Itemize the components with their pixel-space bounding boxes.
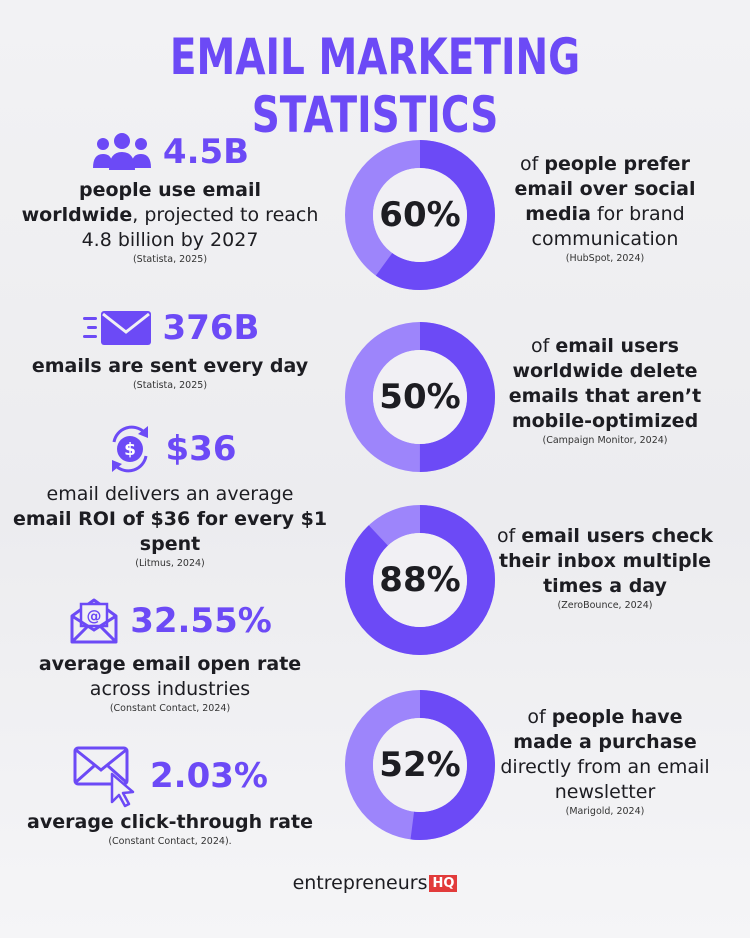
donut-hole [373,718,467,812]
stat-text: emails are sent every day [10,354,330,379]
stat-lead: of [520,153,539,175]
donut-ring [345,322,495,472]
stat-source: (ZeroBounce, 2024) [557,600,653,611]
stat-bold: people prefer email over social media [514,153,696,225]
stat-open-rate: @ 32.55% average email open rate across … [10,596,330,714]
fast-mail-icon [82,311,151,345]
stat-rest: for brand communication [531,203,685,250]
stat-bold: average click-through rate [27,811,313,833]
donut-percent-label: 60% [379,195,461,235]
stat-value: 2.03% [150,756,268,796]
stat-bold: people have made a purchase [513,706,697,753]
stat-lead: email delivers an average [46,483,294,505]
dollar-cycle-icon: $ [111,425,148,473]
stat-source: (HubSpot, 2024) [565,253,645,264]
stat-text: average click-through rate [10,810,330,835]
donut-chart: 88% [345,505,495,655]
stat-bold: email users check their inbox multiple t… [499,525,714,597]
stat-rest: across industries [89,678,251,700]
stat-bold: emails are sent every day [31,355,309,377]
stat-value: 32.55% [130,601,272,641]
stat-source: (Marigold, 2024) [565,806,645,817]
donut-percent-label: 50% [379,377,461,417]
stat-source: (Litmus, 2024) [135,558,205,569]
svg-text:$: $ [124,440,136,460]
stat-emails-sent: 376B emails are sent every day (Statista… [10,308,330,391]
email-click-icon [73,746,135,808]
donut-chart: 52% [345,690,495,840]
stat-roi: $ $36 email delivers an average email RO… [10,420,330,569]
stat-lead: of [531,335,550,357]
stat-ctr: 2.03% average click-through rate (Consta… [10,744,330,847]
logo-badge: HQ [429,875,458,892]
stat-text: of email users check their inbox multipl… [495,524,715,599]
stat-source: (Constant Contact, 2024). [108,836,232,847]
donut-hole [373,168,467,262]
stat-value: 4.5B [162,132,250,172]
page-title: EMAIL MARKETING STATISTICS [169,28,581,144]
donut-hole [373,533,467,627]
stat-text: email delivers an average email ROI of $… [10,482,330,557]
stat-purchase: of people have made a purchase directly … [495,705,715,817]
stat-source: (Campaign Monitor, 2024) [542,435,668,446]
stat-bold: people use email [78,179,262,201]
stat-source: (Statista, 2025) [132,380,208,391]
donut-ring [345,140,495,290]
stat-bold: worldwide [21,204,133,226]
donut-ring [345,505,495,655]
stat-check-inbox: of email users check their inbox multipl… [495,524,715,611]
stat-text: of email users worldwide delete emails t… [495,334,715,434]
stat-bold: email ROI of $36 for every $1 spent [12,508,328,555]
donut-chart: 60% [345,140,495,290]
donut-value-segment [345,505,495,655]
donut-hole [373,350,467,444]
stat-lead: of [496,525,516,547]
brand-logo: entrepreneurs HQ [0,872,750,894]
stat-rest: directly from an email newsletter [500,756,710,803]
stat-bold: average email open rate [38,653,302,675]
donut-percent-label: 88% [379,560,461,600]
donut-value-segment [345,690,495,840]
stat-source: (Constant Contact, 2024) [109,703,231,714]
email-at-icon: @ [70,598,118,644]
stat-prefer-email: of people prefer email over social media… [495,152,715,264]
donut-percent-label: 52% [379,745,461,785]
stat-bold: email users worldwide delete emails that… [508,335,702,432]
donut-value-segment [345,322,495,472]
donut-value-segment [345,140,495,290]
donut-chart: 50% [345,322,495,472]
stat-value: 376B [162,308,260,348]
svg-text:@: @ [87,607,102,625]
people-icon [92,133,151,170]
stat-lead: of [527,706,546,728]
logo-text: entrepreneurs [292,872,428,894]
stat-rest: , projected to reach 4.8 billion by 2027 [81,204,319,251]
stat-text: average email open rate across industrie… [10,652,330,702]
stat-source: (Statista, 2025) [132,254,208,265]
stat-mobile-optimized: of email users worldwide delete emails t… [495,334,715,446]
stat-people: 4.5B people use email worldwide, project… [10,132,330,265]
stat-value: $36 [165,429,237,469]
stat-text: of people prefer email over social media… [495,152,715,252]
stat-text: of people have made a purchase directly … [495,705,715,805]
stat-text: people use email worldwide, projected to… [10,178,330,253]
donut-ring [345,690,495,840]
